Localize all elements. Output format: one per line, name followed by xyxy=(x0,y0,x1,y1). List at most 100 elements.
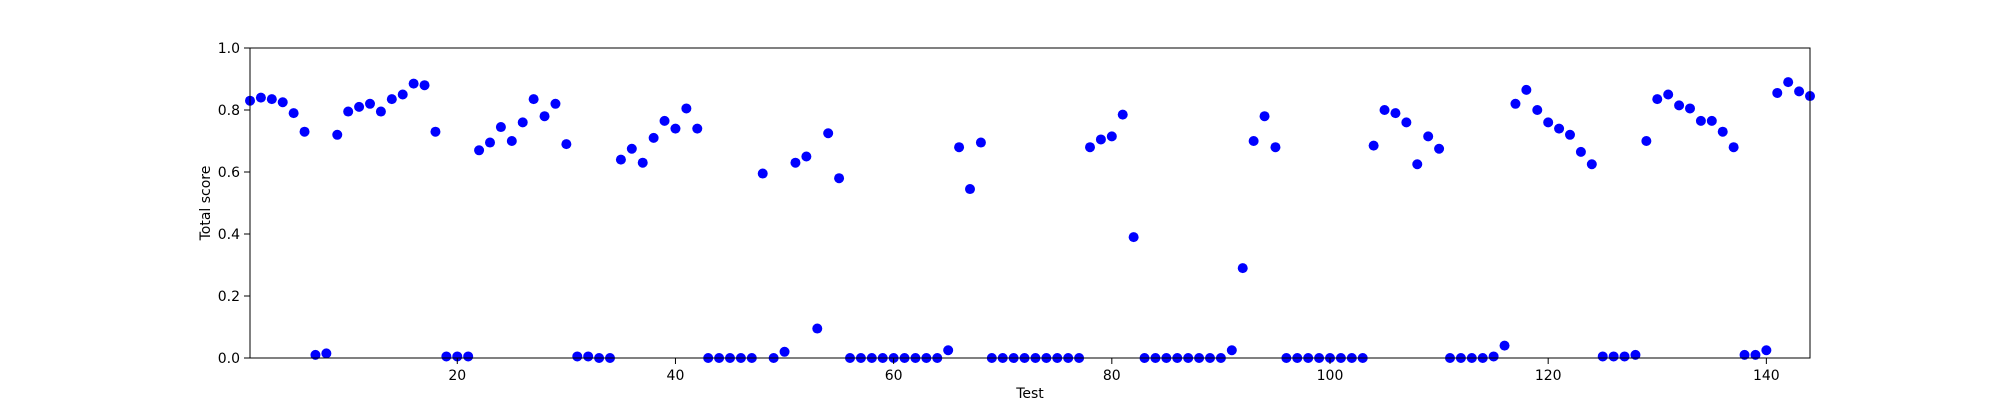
data-point xyxy=(1488,351,1499,362)
data-point xyxy=(288,108,299,119)
data-point xyxy=(1401,117,1412,128)
data-point xyxy=(266,94,277,105)
data-point xyxy=(1641,136,1652,146)
data-point xyxy=(1117,109,1128,120)
data-point xyxy=(812,323,823,334)
data-point xyxy=(397,89,408,100)
data-point xyxy=(1739,349,1750,360)
data-point xyxy=(779,346,790,357)
data-point xyxy=(1379,105,1390,115)
data-point xyxy=(965,184,975,195)
x-axis-label: Test xyxy=(1015,386,1044,400)
data-point xyxy=(310,349,321,360)
y-tick-label: 0.0 xyxy=(218,351,240,367)
data-point xyxy=(692,123,703,134)
data-point xyxy=(1237,263,1248,274)
y-axis-label: Total score xyxy=(198,166,214,242)
data-point xyxy=(1794,86,1805,97)
data-point xyxy=(1510,98,1521,109)
data-point xyxy=(670,123,681,134)
x-tick-label: 80 xyxy=(1103,368,1121,384)
data-point xyxy=(299,126,310,137)
data-point xyxy=(343,106,354,117)
data-point xyxy=(321,348,332,359)
data-point xyxy=(626,143,637,154)
data-point xyxy=(1226,345,1237,356)
data-point xyxy=(375,106,386,117)
data-point xyxy=(1085,142,1095,153)
data-point xyxy=(485,137,495,148)
data-point xyxy=(801,151,812,162)
data-point xyxy=(386,94,397,105)
data-point xyxy=(1783,77,1794,88)
data-point xyxy=(1390,108,1401,119)
data-point xyxy=(517,117,528,128)
x-tick-label: 20 xyxy=(448,368,466,384)
data-point xyxy=(757,168,768,179)
y-axis-ticks: 0.0 0.2 0.4 0.6 0.8 1.0 xyxy=(218,41,250,367)
data-point xyxy=(1565,129,1575,140)
data-point xyxy=(419,80,430,91)
data-point xyxy=(834,173,845,184)
data-point xyxy=(615,154,626,165)
data-point xyxy=(277,97,288,108)
data-point xyxy=(430,126,441,137)
data-point xyxy=(1586,159,1597,170)
data-point xyxy=(528,94,539,105)
data-point xyxy=(1248,136,1259,146)
x-tick-label: 60 xyxy=(885,368,903,384)
data-point xyxy=(354,101,365,112)
data-point xyxy=(550,98,561,109)
data-point xyxy=(408,78,419,89)
data-point xyxy=(441,351,452,362)
data-point xyxy=(1499,340,1510,351)
data-point xyxy=(572,351,583,362)
data-point xyxy=(1106,131,1117,142)
data-point xyxy=(1434,143,1445,154)
data-point xyxy=(648,132,659,143)
data-point xyxy=(1543,117,1554,128)
data-point xyxy=(1259,111,1270,122)
data-point xyxy=(506,136,517,146)
data-point xyxy=(1521,84,1532,95)
data-point xyxy=(637,157,648,168)
data-point xyxy=(823,128,834,139)
data-point xyxy=(332,129,343,140)
data-point xyxy=(474,145,485,156)
data-point xyxy=(1412,159,1423,170)
data-point xyxy=(1728,142,1739,153)
data-points xyxy=(245,77,1815,363)
data-point xyxy=(1761,345,1772,356)
data-point xyxy=(452,351,463,362)
y-tick-label: 0.8 xyxy=(218,103,240,119)
data-point xyxy=(1270,142,1281,153)
data-point xyxy=(1532,105,1543,115)
data-point xyxy=(975,137,986,148)
data-point xyxy=(1652,94,1663,105)
plot-frame xyxy=(249,47,1811,359)
x-tick-label: 140 xyxy=(1753,368,1780,384)
data-point xyxy=(1608,351,1619,362)
data-point xyxy=(539,111,550,122)
data-point xyxy=(1717,126,1728,137)
y-tick-label: 0.2 xyxy=(218,289,240,305)
data-point xyxy=(365,98,375,109)
y-tick-label: 0.6 xyxy=(218,165,240,181)
data-point xyxy=(943,345,954,356)
x-tick-label: 40 xyxy=(667,368,685,384)
data-point xyxy=(1368,140,1379,151)
data-point xyxy=(1674,100,1685,111)
x-axis-ticks: 20 40 60 80 100 120 140 xyxy=(448,358,1780,384)
data-point xyxy=(1575,146,1586,157)
data-point xyxy=(1750,349,1761,360)
data-point xyxy=(1772,87,1783,98)
data-point xyxy=(681,103,692,114)
data-point xyxy=(659,115,670,126)
data-point xyxy=(583,351,594,362)
data-point xyxy=(954,142,965,153)
data-point xyxy=(495,122,506,133)
data-point xyxy=(1597,351,1608,362)
x-tick-label: 100 xyxy=(1317,368,1344,384)
data-point xyxy=(1095,134,1106,145)
